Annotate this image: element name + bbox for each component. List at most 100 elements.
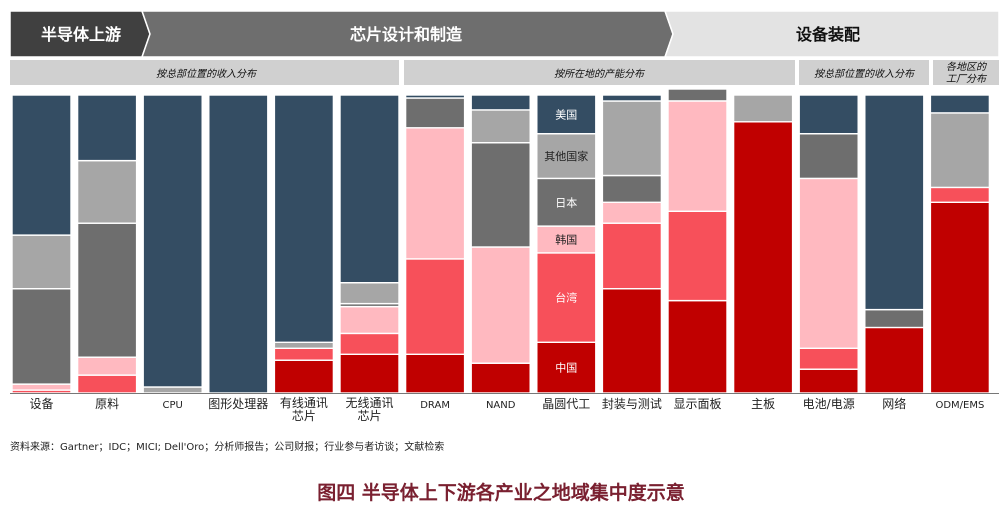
- band-label: 工厂分布: [946, 73, 988, 85]
- bar-segment: [11, 383, 72, 391]
- bar-segment: [536, 177, 597, 227]
- band-label: 各地区的: [946, 61, 987, 73]
- bar-segment: [536, 225, 597, 254]
- segment-label: 其他国家: [544, 149, 588, 163]
- source-note: 资料来源：Gartner；IDC；MICI; Dell'Oro；分析师报告；公司…: [10, 442, 445, 453]
- bar-segment: [339, 282, 400, 305]
- bar-segment: [601, 201, 663, 224]
- bar-segment: [273, 347, 335, 361]
- bar-segment: [929, 201, 991, 394]
- band-header: [933, 60, 999, 85]
- category-label: CPU: [163, 400, 183, 411]
- band-label: 按总部位置的收入分布: [156, 68, 258, 80]
- bar-segment: [667, 299, 728, 394]
- bar-segment: [536, 341, 597, 394]
- bar-segment: [798, 177, 859, 349]
- segment-label: 韩国: [555, 233, 577, 247]
- category-label: ODM/EMS: [935, 400, 984, 411]
- band-label: 按总部位置的收入分布: [814, 68, 916, 80]
- band-header: [404, 60, 795, 85]
- bar-segment: [339, 332, 400, 355]
- bar-segment: [142, 94, 203, 388]
- category-label: 图形处理器: [208, 397, 268, 411]
- band-label: 按所在地的产能分布: [554, 68, 646, 80]
- bar-segment: [470, 362, 531, 394]
- bar-segment: [929, 112, 991, 189]
- bar-segment: [404, 353, 466, 394]
- bar-segment: [601, 288, 663, 394]
- bar-segment: [76, 356, 138, 376]
- bar-segment: [273, 359, 335, 394]
- bar-segment: [732, 94, 794, 123]
- bar-segment: [536, 252, 597, 343]
- stage-label: 芯片设计和制造: [350, 25, 463, 44]
- bar-segment: [11, 94, 72, 236]
- bar-segment: [601, 100, 663, 177]
- category-label: 显示面板: [673, 397, 721, 411]
- bar-segment: [339, 94, 400, 284]
- category-label: 设备: [29, 397, 53, 411]
- bar-segment: [929, 94, 991, 114]
- bar-segment: [864, 308, 925, 329]
- bar-segment: [208, 94, 269, 394]
- segment-label: 中国: [555, 362, 577, 375]
- category-label: 无线通讯: [345, 396, 393, 410]
- segment-label: 日本: [555, 195, 577, 209]
- band-header: [10, 60, 399, 85]
- bar-segment: [864, 326, 925, 394]
- bar-segment: [601, 94, 663, 102]
- bar-segment: [929, 186, 991, 203]
- segment-label: 台湾: [555, 291, 577, 305]
- bar-segment: [404, 258, 466, 355]
- category-label: 晶圆代工: [542, 397, 590, 411]
- category-label: 原料: [95, 397, 119, 411]
- bar-segment: [798, 132, 859, 180]
- bar-segment: [11, 234, 72, 290]
- bar-segment: [404, 94, 466, 99]
- header-stages: 半导体上游 芯片设计和制造 设备装配: [9, 10, 1000, 58]
- band-header: [799, 60, 929, 85]
- bar-segment: [142, 386, 203, 394]
- category-label: 芯片: [292, 409, 316, 423]
- category-label: 封装与测试: [602, 396, 662, 411]
- bar-segment: [339, 305, 400, 335]
- bar-segment: [601, 222, 663, 290]
- bar-segment: [404, 127, 466, 260]
- bar-segment: [798, 347, 859, 370]
- bar-segment: [667, 100, 728, 213]
- category-label: NAND: [486, 400, 516, 411]
- bar-segment: [536, 94, 597, 135]
- category-label: 芯片: [357, 409, 381, 423]
- bar-segment: [470, 94, 531, 111]
- stacked-bars: [10, 88, 999, 394]
- bar-segment: [864, 94, 925, 311]
- bar-segment: [76, 94, 138, 162]
- figure-title: 图四 半导体上下游各产业之地域集中度示意: [317, 482, 685, 504]
- bar-segment: [798, 94, 859, 135]
- stage-label: 半导体上游: [41, 25, 121, 44]
- bar-segment: [732, 121, 794, 394]
- bar-segment: [470, 109, 531, 144]
- bar-segment: [667, 210, 728, 302]
- category-label: 电池/电源: [803, 397, 855, 411]
- segment-label: 美国: [555, 108, 577, 121]
- stage-label: 设备装配: [796, 25, 860, 44]
- category-label: DRAM: [420, 400, 450, 411]
- segment-labels: 中国 台湾 韩国 日本 其他国家 美国: [544, 108, 588, 374]
- bar-segment: [273, 94, 335, 344]
- bar-segment: [273, 341, 335, 349]
- category-label: 有线通讯: [280, 396, 328, 410]
- bar-segment: [76, 374, 138, 394]
- bar-segment: [11, 288, 72, 385]
- bar-segment: [339, 353, 400, 394]
- bar-segment: [601, 174, 663, 203]
- bar-segment: [798, 368, 859, 394]
- bar-segment: [404, 97, 466, 129]
- bar-segment: [470, 246, 531, 364]
- bar-segment: [76, 222, 138, 358]
- bar-segment: [470, 141, 531, 248]
- category-label: 网络: [882, 396, 906, 411]
